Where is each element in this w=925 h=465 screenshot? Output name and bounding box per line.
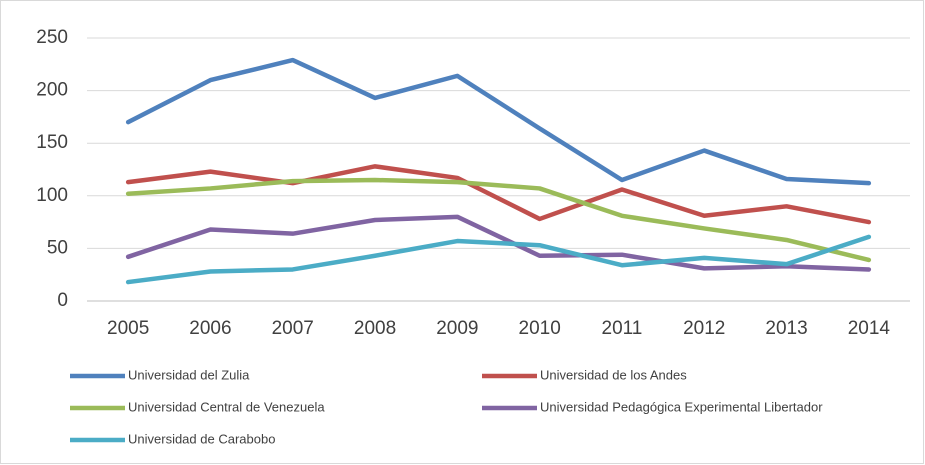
x-tick-label: 2009 [436, 318, 478, 339]
x-tick-label: 2010 [519, 318, 561, 339]
legend-label: Universidad Central de Venezuela [128, 399, 325, 414]
x-tick-label: 2011 [602, 318, 643, 339]
legend-label: Universidad del Zulia [128, 367, 250, 382]
series-line [125, 214, 872, 272]
y-tick-label: 50 [47, 237, 68, 258]
legend-label: Universidad de los Andes [540, 367, 687, 382]
y-tick-label: 100 [36, 185, 68, 206]
x-tick-label: 2013 [765, 318, 807, 339]
y-tick-label: 250 [36, 27, 68, 48]
y-tick-label: 0 [57, 290, 68, 311]
x-tick-label: 2014 [848, 318, 891, 339]
series-line [125, 164, 872, 225]
y-tick-label: 150 [36, 132, 68, 153]
legend-label: Universidad de Carabobo [128, 431, 275, 446]
x-tick-label: 2008 [354, 318, 396, 339]
x-tick-label: 2006 [189, 318, 231, 339]
x-tick-label: 2007 [272, 318, 314, 339]
series-line [125, 234, 872, 285]
x-tick-label: 2012 [683, 318, 725, 339]
legend-label: Universidad Pedagógica Experimental Libe… [540, 399, 823, 414]
x-tick-label: 2005 [107, 318, 149, 339]
series-line [125, 177, 872, 263]
y-tick-label: 200 [36, 80, 68, 101]
series-line [125, 57, 872, 186]
